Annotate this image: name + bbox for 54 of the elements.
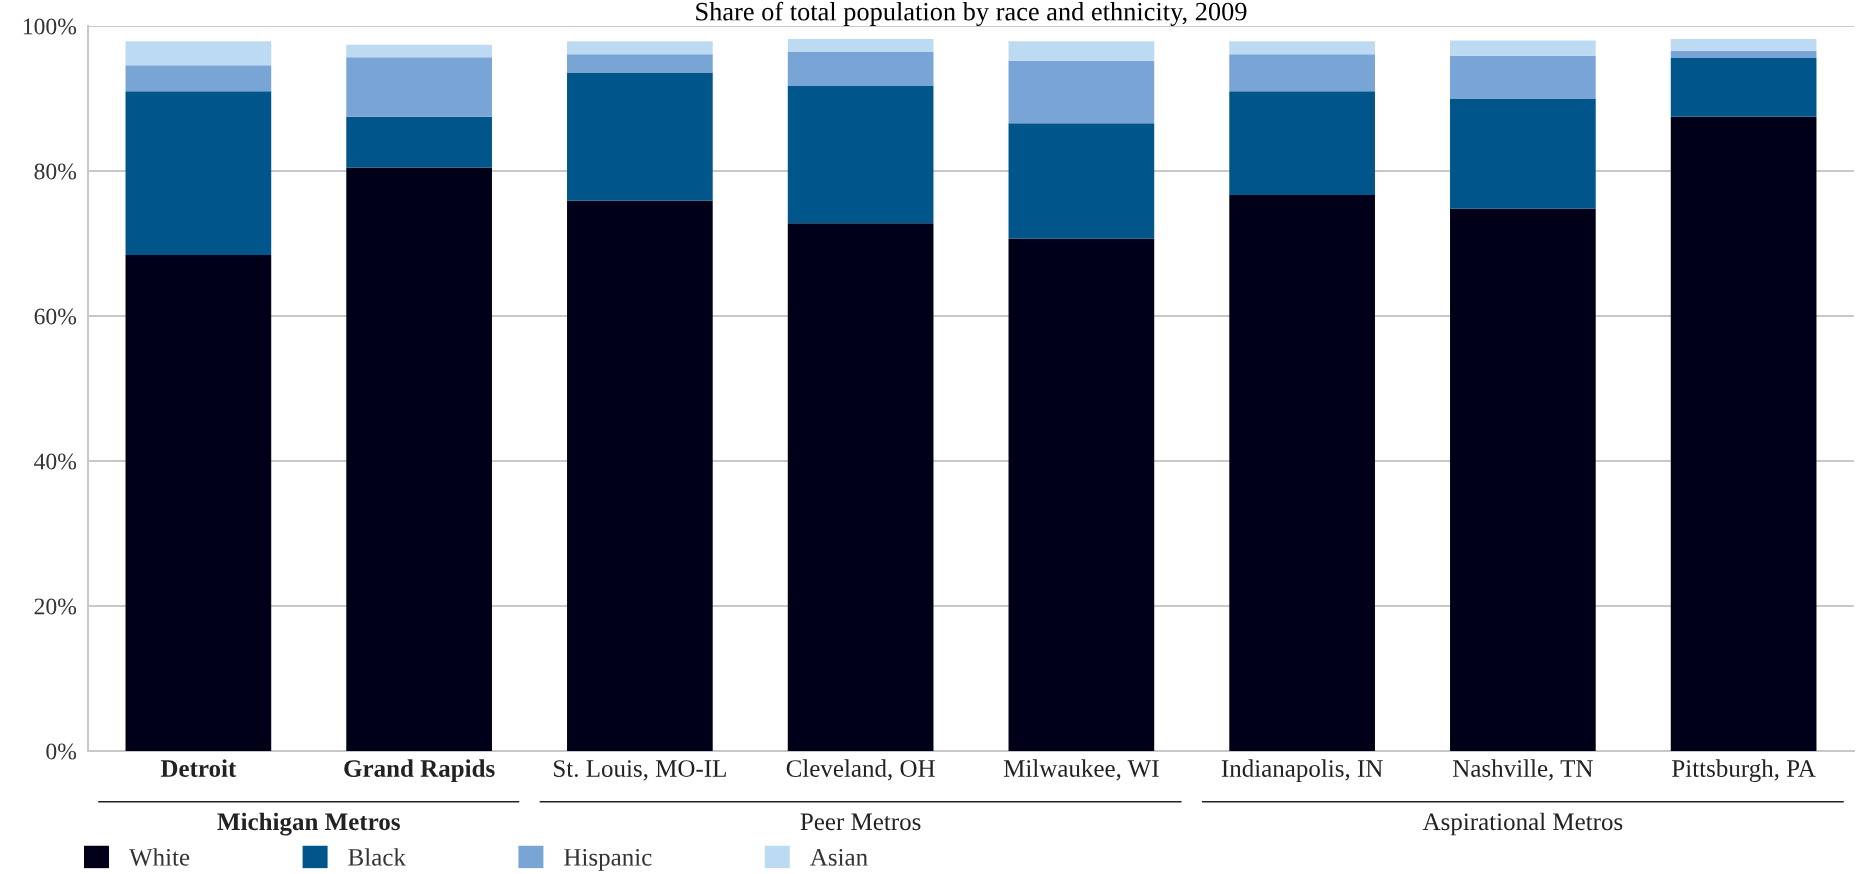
bar (1008, 123, 1155, 239)
bar (1670, 116, 1817, 751)
y-tick-label: 80% (34, 163, 77, 180)
bar (125, 41, 272, 66)
y-tick-label: 60% (34, 308, 77, 325)
bar (125, 65, 272, 92)
y-tick-label: 40% (34, 453, 77, 470)
bar (787, 39, 934, 53)
legend-label: White (129, 848, 190, 866)
bar (1670, 50, 1817, 58)
bar (567, 41, 713, 55)
bar (1670, 57, 1817, 117)
y-tick-label: 100% (23, 18, 77, 35)
bar (1450, 98, 1596, 209)
text: Michigan Metros (217, 812, 400, 836)
bar (567, 54, 713, 73)
bar (1008, 238, 1155, 751)
bar (125, 255, 272, 751)
text: Peer Metros (800, 813, 921, 831)
chart-title: Share of total population by race and ethnicity, 2009 (696, 1, 1247, 26)
bar (1008, 60, 1155, 124)
bar (787, 52, 934, 86)
x-tick-label: Detroit (160, 759, 237, 777)
bar (1229, 91, 1375, 195)
x-tick-label: St. Louis, MO-IL (554, 760, 726, 781)
y-tick-label: 0% (46, 743, 77, 760)
bar (1450, 55, 1596, 99)
x-tick-label: Grand Rapids (344, 759, 495, 783)
bar (1670, 39, 1817, 51)
bar (346, 57, 492, 117)
bar (1229, 194, 1375, 751)
bar (787, 85, 934, 224)
bar (1008, 41, 1155, 61)
bar (567, 200, 713, 751)
bar (1450, 40, 1596, 56)
x-tick-label: Indianapolis, IN (1221, 759, 1383, 783)
x-tick-label: Nashville, TN (1452, 759, 1593, 781)
bar (346, 44, 492, 58)
legend-label: Hispanic (564, 848, 652, 871)
legend-label: Asian (810, 848, 868, 866)
bar (125, 91, 272, 256)
bar (1450, 208, 1596, 751)
x-tick-label: Cleveland, OH (786, 759, 935, 781)
bar (787, 223, 934, 751)
bar (346, 167, 492, 751)
y-tick-label: 20% (34, 598, 77, 615)
x-tick-label: Pittsburgh, PA (1672, 759, 1816, 783)
bar (1229, 41, 1375, 55)
legend-label: Black (348, 848, 406, 866)
bar (346, 116, 492, 168)
bar (567, 72, 713, 201)
x-tick-label: Milwaukee, WI (1003, 759, 1159, 781)
bar (1229, 54, 1375, 92)
text: Aspirational Metros (1422, 812, 1623, 836)
